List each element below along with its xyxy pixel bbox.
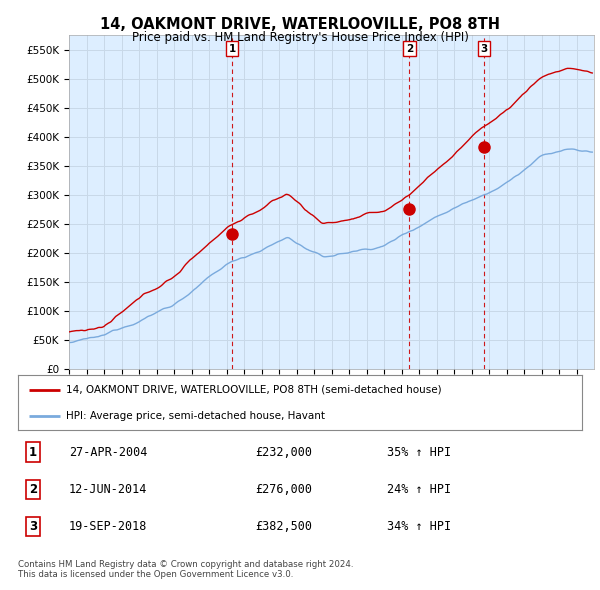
Text: 12-JUN-2014: 12-JUN-2014 <box>69 483 148 496</box>
Text: £382,500: £382,500 <box>255 520 312 533</box>
Text: 19-SEP-2018: 19-SEP-2018 <box>69 520 148 533</box>
Text: 3: 3 <box>481 44 488 54</box>
Text: Price paid vs. HM Land Registry's House Price Index (HPI): Price paid vs. HM Land Registry's House … <box>131 31 469 44</box>
Text: 1: 1 <box>229 44 236 54</box>
Text: 3: 3 <box>29 520 37 533</box>
Text: £276,000: £276,000 <box>255 483 312 496</box>
Text: 14, OAKMONT DRIVE, WATERLOOVILLE, PO8 8TH (semi-detached house): 14, OAKMONT DRIVE, WATERLOOVILLE, PO8 8T… <box>66 385 442 395</box>
Text: Contains HM Land Registry data © Crown copyright and database right 2024.
This d: Contains HM Land Registry data © Crown c… <box>18 560 353 579</box>
Text: 14, OAKMONT DRIVE, WATERLOOVILLE, PO8 8TH: 14, OAKMONT DRIVE, WATERLOOVILLE, PO8 8T… <box>100 17 500 31</box>
Text: £232,000: £232,000 <box>255 445 312 459</box>
Text: 35% ↑ HPI: 35% ↑ HPI <box>387 445 451 459</box>
Text: 1: 1 <box>29 445 37 459</box>
Text: 2: 2 <box>29 483 37 496</box>
Text: 2: 2 <box>406 44 413 54</box>
Text: 27-APR-2004: 27-APR-2004 <box>69 445 148 459</box>
Text: HPI: Average price, semi-detached house, Havant: HPI: Average price, semi-detached house,… <box>66 411 325 421</box>
Text: 24% ↑ HPI: 24% ↑ HPI <box>387 483 451 496</box>
Text: 34% ↑ HPI: 34% ↑ HPI <box>387 520 451 533</box>
